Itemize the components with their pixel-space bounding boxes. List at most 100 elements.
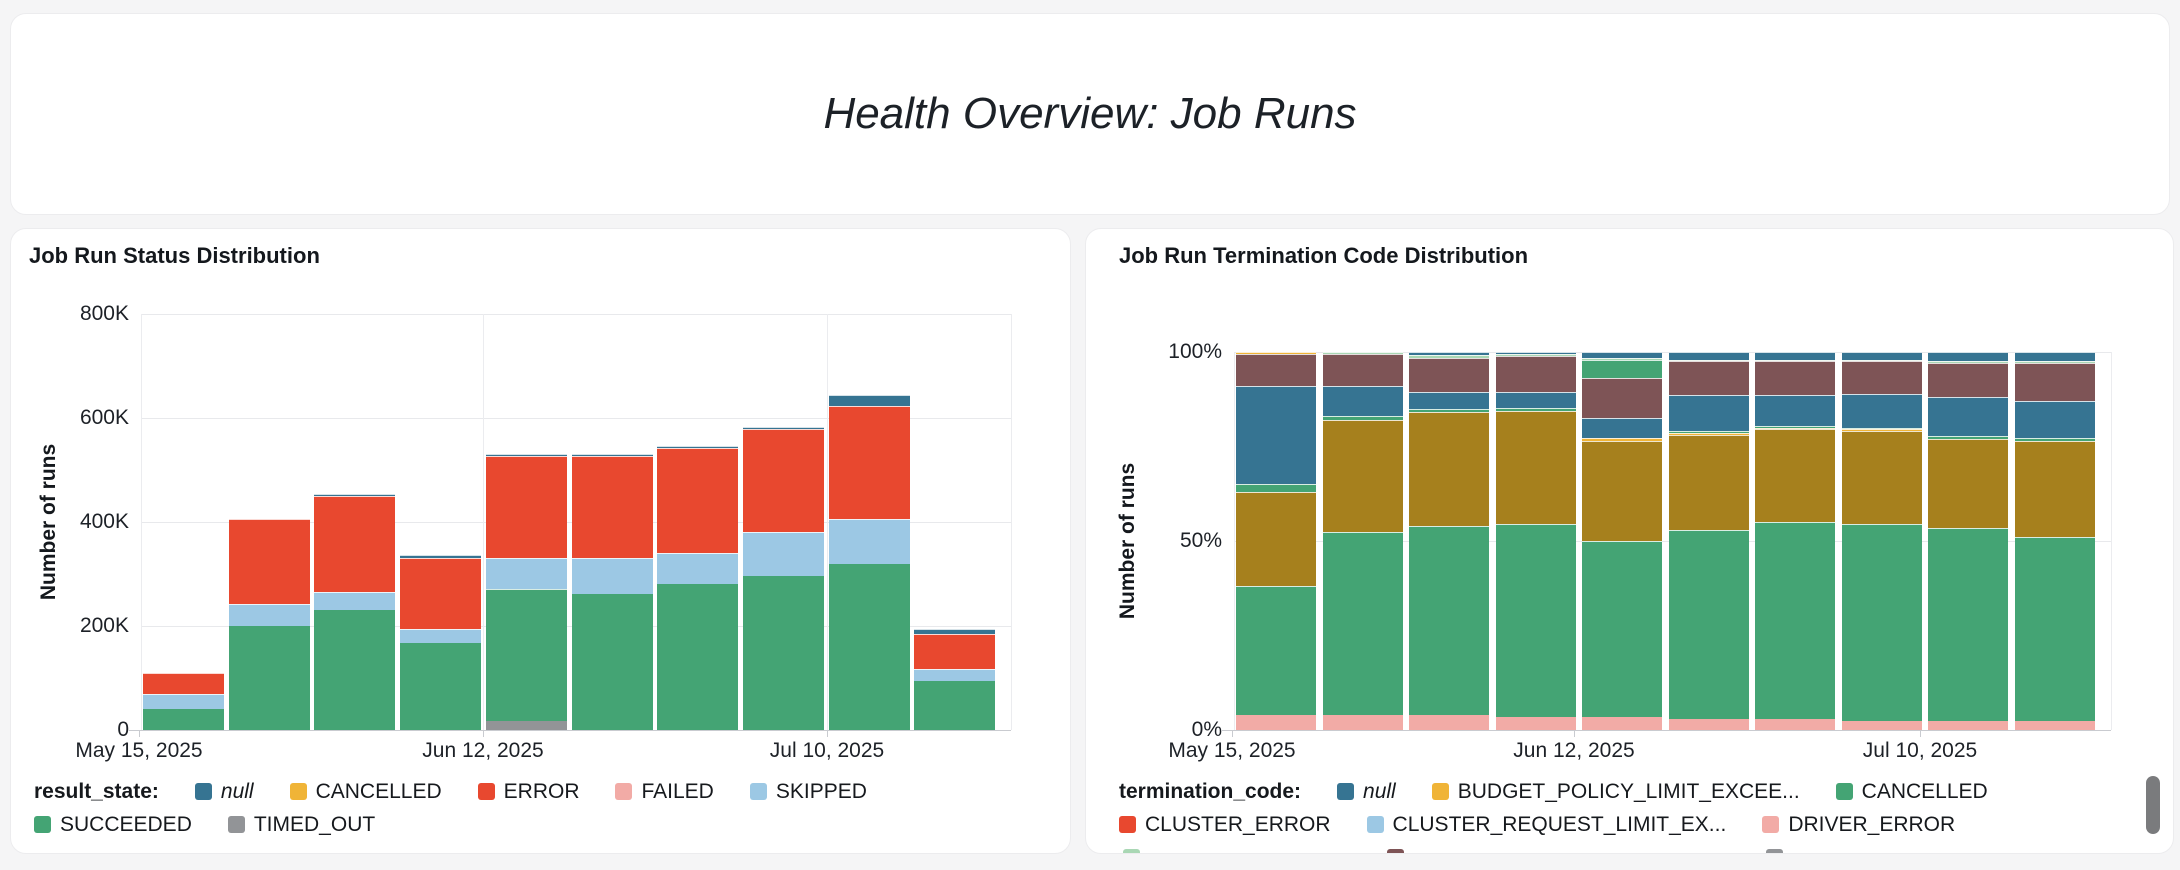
bar-segment[interactable] [1755,429,1835,523]
bar-segment[interactable] [1668,529,1749,719]
legend-item[interactable] [1766,849,1792,853]
bar-segment[interactable] [485,720,567,730]
bar-segment[interactable] [1755,352,1835,360]
bar-segment[interactable] [1495,523,1576,717]
bar-segment[interactable] [828,406,910,519]
bar-segment[interactable] [657,583,739,730]
bar-segment[interactable] [314,610,396,730]
bar-segment[interactable] [742,531,824,577]
bar-segment[interactable] [314,494,396,496]
bar-segment[interactable] [314,496,396,593]
bar-segment[interactable] [400,557,482,630]
bar-segment[interactable] [2014,720,2095,730]
bar-segment[interactable] [1668,430,1749,433]
bar-segment[interactable] [1322,353,1403,386]
bar-segment[interactable] [143,709,224,730]
bar-segment[interactable] [1322,531,1403,715]
bar-segment[interactable] [914,633,996,670]
bar-segment[interactable] [1322,420,1403,532]
bar-segment[interactable] [1582,440,1662,541]
legend-item[interactable]: CANCELLED [289,780,442,804]
scrollbar-thumb[interactable] [2146,776,2160,834]
bar-segment[interactable] [828,395,910,407]
bar-segment[interactable] [485,453,567,456]
bar-segment[interactable] [1668,395,1749,431]
bar-segment[interactable] [1755,718,1835,730]
bar-segment[interactable] [2014,440,2095,538]
bar-segment[interactable] [1841,361,1922,394]
bar-segment[interactable] [657,448,739,554]
bar-segment[interactable] [1322,352,1403,354]
legend-item[interactable]: ERROR [477,780,579,804]
bar-segment[interactable] [1236,386,1316,485]
bar-segment[interactable] [1582,418,1662,439]
bar-segment[interactable] [571,557,653,594]
legend-item[interactable]: SUCCEEDED [34,813,192,837]
legend-item[interactable]: null [1337,780,1396,804]
bar-segment[interactable] [2014,363,2095,402]
bar-segment[interactable] [1409,355,1489,358]
bar-segment[interactable] [1582,541,1662,717]
bar-segment[interactable] [1928,360,2008,364]
bar-segment[interactable] [1582,438,1662,441]
bar-segment[interactable] [1841,429,1922,432]
bar-segment[interactable] [400,643,482,730]
bar-segment[interactable] [1582,352,1662,358]
bar-segment[interactable] [1495,353,1576,356]
bar-segment[interactable] [1928,438,2008,528]
bar-segment[interactable] [1322,416,1403,421]
bar-segment[interactable] [1236,714,1316,730]
legend-item[interactable]: DRIVER_ERROR [1762,813,1955,837]
bar-segment[interactable] [314,592,396,611]
legend-item[interactable]: BUDGET_POLICY_LIMIT_EXCEE... [1431,780,1800,804]
bar-segment[interactable] [742,426,824,429]
bar-segment[interactable] [1582,357,1662,360]
bar-segment[interactable] [1668,718,1749,730]
bar-segment[interactable] [571,593,653,730]
bar-segment[interactable] [1841,427,1922,430]
bar-segment[interactable] [1495,407,1576,411]
bar-segment[interactable] [1409,391,1489,409]
bar-segment[interactable] [1755,361,1835,396]
bar-segment[interactable] [1668,352,1749,360]
legend-item[interactable]: TIMED_OUT [227,813,375,837]
bar-segment[interactable] [1409,352,1489,356]
bar-segment[interactable] [1668,432,1749,436]
bar-segment[interactable] [143,693,224,710]
bar-segment[interactable] [914,629,996,634]
legend-item[interactable]: SKIPPED [749,780,867,804]
bar-segment[interactable] [1495,391,1576,408]
legend-item[interactable]: CLUSTER_ERROR [1119,813,1331,837]
bar-segment[interactable] [914,669,996,682]
bar-segment[interactable] [1668,359,1749,362]
bar-segment[interactable] [742,576,824,730]
bar-segment[interactable] [2014,360,2095,364]
legend-item[interactable]: CANCELLED [1835,780,1988,804]
bar-segment[interactable] [1236,484,1316,492]
bar-segment[interactable] [1236,586,1316,715]
bar-segment[interactable] [1755,359,1835,362]
bar-segment[interactable] [657,553,739,584]
bar-segment[interactable] [400,555,482,558]
bar-segment[interactable] [143,672,224,694]
bar-segment[interactable] [1582,378,1662,419]
bar-segment[interactable] [1236,352,1316,354]
bar-segment[interactable] [1495,355,1576,392]
bar-segment[interactable] [228,518,310,604]
bar-segment[interactable] [2014,438,2095,441]
bar-segment[interactable] [1928,720,2008,730]
bar-segment[interactable] [1841,431,1922,524]
bar-segment[interactable] [1755,395,1835,426]
bar-segment[interactable] [1928,527,2008,721]
bar-segment[interactable] [228,603,310,626]
bar-segment[interactable] [1668,435,1749,530]
bar-segment[interactable] [1236,491,1316,587]
bar-segment[interactable] [1236,353,1316,386]
bar-segment[interactable] [1495,716,1576,730]
legend-item[interactable]: null [194,780,254,804]
bar-segment[interactable] [1841,359,1922,362]
bar-segment[interactable] [485,557,567,590]
bar-segment[interactable] [657,446,739,449]
bar-segment[interactable] [1928,363,2008,398]
bar-segment[interactable] [2014,401,2095,439]
